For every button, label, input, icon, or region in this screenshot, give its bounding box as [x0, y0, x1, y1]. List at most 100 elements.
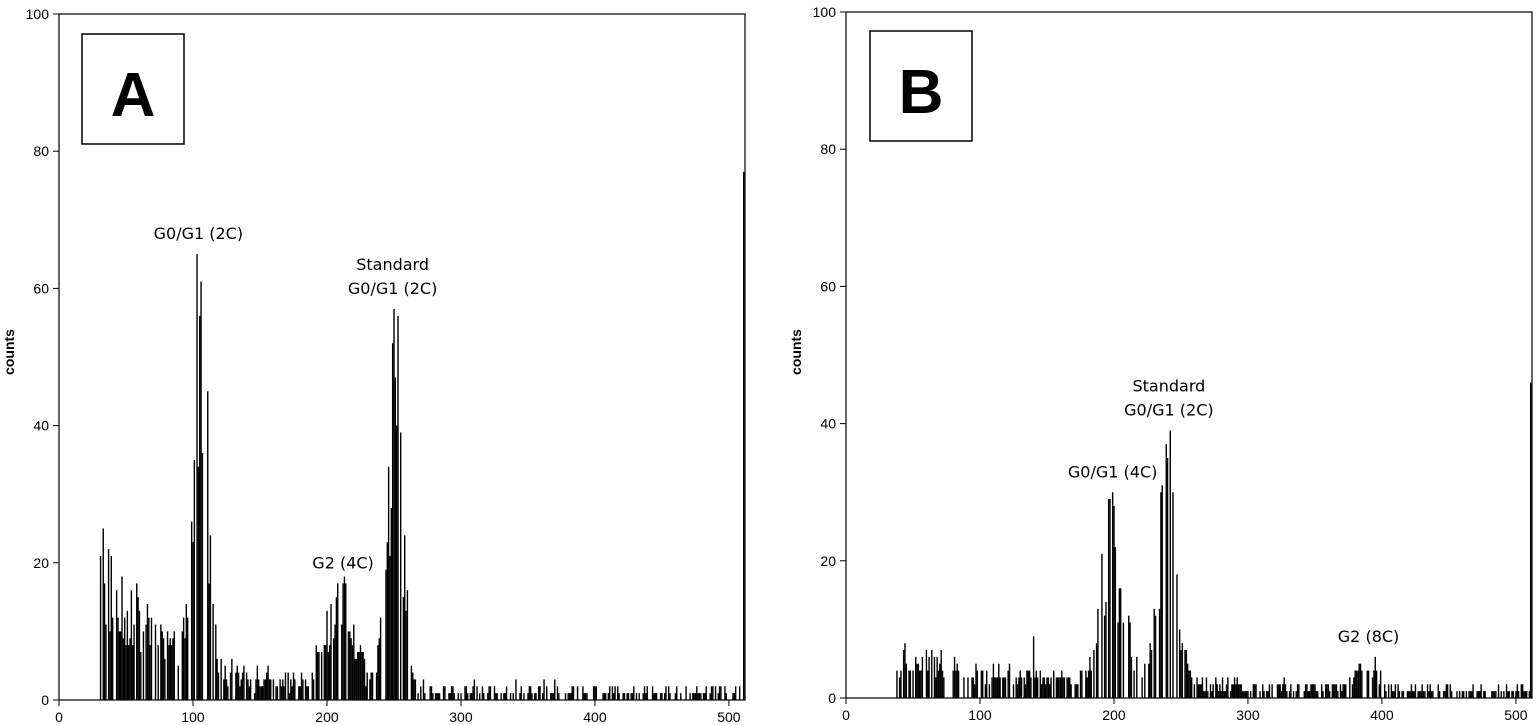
histogram-bar [572, 686, 575, 700]
histogram-bar [190, 521, 193, 700]
peak-annotations: G0/G1 (2C) Standard G0/G1 (2C) G2 (4C) [154, 224, 438, 572]
histogram-bar [1129, 622, 1131, 698]
histogram-bar [1185, 649, 1188, 698]
histogram-bar [1149, 643, 1151, 698]
histogram-bar [1144, 663, 1146, 698]
histogram-bar [617, 686, 619, 700]
histogram-bars [99, 171, 745, 700]
histogram-bar [1371, 677, 1374, 698]
histogram-bar [986, 670, 988, 698]
x-tick-label: 400 [583, 709, 607, 725]
histogram-bar [347, 631, 350, 700]
histogram-bar [919, 670, 921, 698]
histogram-bar [402, 597, 405, 700]
histogram-bar [542, 693, 544, 700]
histogram-bar [539, 686, 541, 700]
histogram-bar [724, 686, 726, 700]
histogram-bar [1059, 677, 1062, 698]
histogram-bar [1244, 691, 1247, 698]
histogram-bar [898, 677, 901, 698]
histogram-bar [1497, 684, 1500, 698]
histogram-bar [102, 528, 104, 700]
histogram-bar [645, 693, 647, 700]
histogram-bar [1047, 677, 1050, 698]
histogram-bar [399, 432, 402, 700]
panel-label: B [899, 58, 944, 127]
histogram-bar [504, 693, 506, 700]
histogram-bar [1074, 684, 1076, 698]
histogram-bar [225, 679, 228, 700]
histogram-bar [268, 679, 271, 700]
histogram-bar [115, 590, 118, 700]
histogram-bar [1085, 670, 1087, 698]
histogram-bar [1484, 691, 1486, 698]
histogram-bar [453, 693, 455, 700]
histogram-bar [1023, 677, 1025, 698]
histogram-bar [1292, 691, 1295, 698]
histogram-bar [1461, 691, 1464, 698]
histogram-bar [335, 597, 338, 700]
histogram-bar [1343, 684, 1346, 698]
histogram-bar [1063, 677, 1066, 698]
histogram-bar [355, 658, 358, 700]
histogram-bar [1410, 684, 1413, 698]
histogram-bar [1046, 677, 1048, 698]
histogram-bar [117, 617, 119, 700]
histogram-bar [1007, 670, 1009, 698]
histogram-bar [353, 624, 355, 700]
histogram-bar [638, 693, 640, 700]
y-tick-label: 40 [33, 418, 49, 434]
histogram-bar [1468, 691, 1470, 698]
histogram-bar [1307, 691, 1309, 698]
histogram-bar [643, 686, 646, 700]
histogram-bar [1061, 670, 1063, 698]
histogram-bar [239, 686, 241, 700]
histogram-bar [1141, 677, 1143, 698]
histogram-bar [406, 590, 409, 700]
histogram-bar [709, 693, 711, 700]
histogram-bar [1243, 691, 1245, 698]
histogram-bar [725, 693, 727, 700]
histogram-bar [1039, 670, 1042, 698]
histogram-bar [341, 624, 343, 700]
histogram-bar [981, 670, 984, 698]
histogram-bar [200, 281, 202, 700]
histogram-bar [375, 672, 378, 700]
histogram-bar [1312, 684, 1315, 698]
histogram-bar [1032, 636, 1035, 698]
histogram-bar [177, 665, 179, 700]
histogram-bar [1480, 684, 1482, 698]
histogram-bar [460, 693, 462, 700]
histogram-bar [302, 679, 304, 700]
histogram-bar [345, 583, 347, 700]
x-tick-label: 500 [717, 709, 741, 725]
histogram-bar [1428, 691, 1430, 698]
histogram-bar [371, 672, 374, 700]
histogram-bar [1188, 670, 1190, 698]
histogram-bar [1446, 684, 1449, 698]
histogram-bar [1062, 677, 1064, 698]
histogram-bar [1387, 684, 1390, 698]
histogram-bar [172, 638, 174, 700]
histogram-bar [642, 693, 644, 700]
histogram-bar [260, 686, 263, 700]
histogram-bar [315, 645, 317, 700]
histogram-bar [1019, 670, 1021, 698]
histogram-bar [217, 672, 220, 700]
histogram-bar [1456, 691, 1458, 698]
histogram-bar [306, 686, 308, 700]
x-tick-label: 500 [1504, 707, 1528, 723]
histogram-bar [732, 693, 734, 700]
histogram-bar [170, 645, 173, 700]
histogram-bar [142, 631, 145, 700]
histogram-bar [1469, 691, 1472, 698]
histogram-bar [1303, 691, 1305, 698]
histogram-bar [1271, 684, 1273, 698]
histogram-bar [646, 686, 648, 700]
histogram-bar [298, 686, 300, 700]
histogram-bar [712, 686, 714, 700]
histogram-bar [576, 686, 579, 700]
histogram-bar [941, 670, 944, 698]
histogram-bar [1229, 691, 1232, 698]
histogram-bar [1290, 684, 1292, 698]
